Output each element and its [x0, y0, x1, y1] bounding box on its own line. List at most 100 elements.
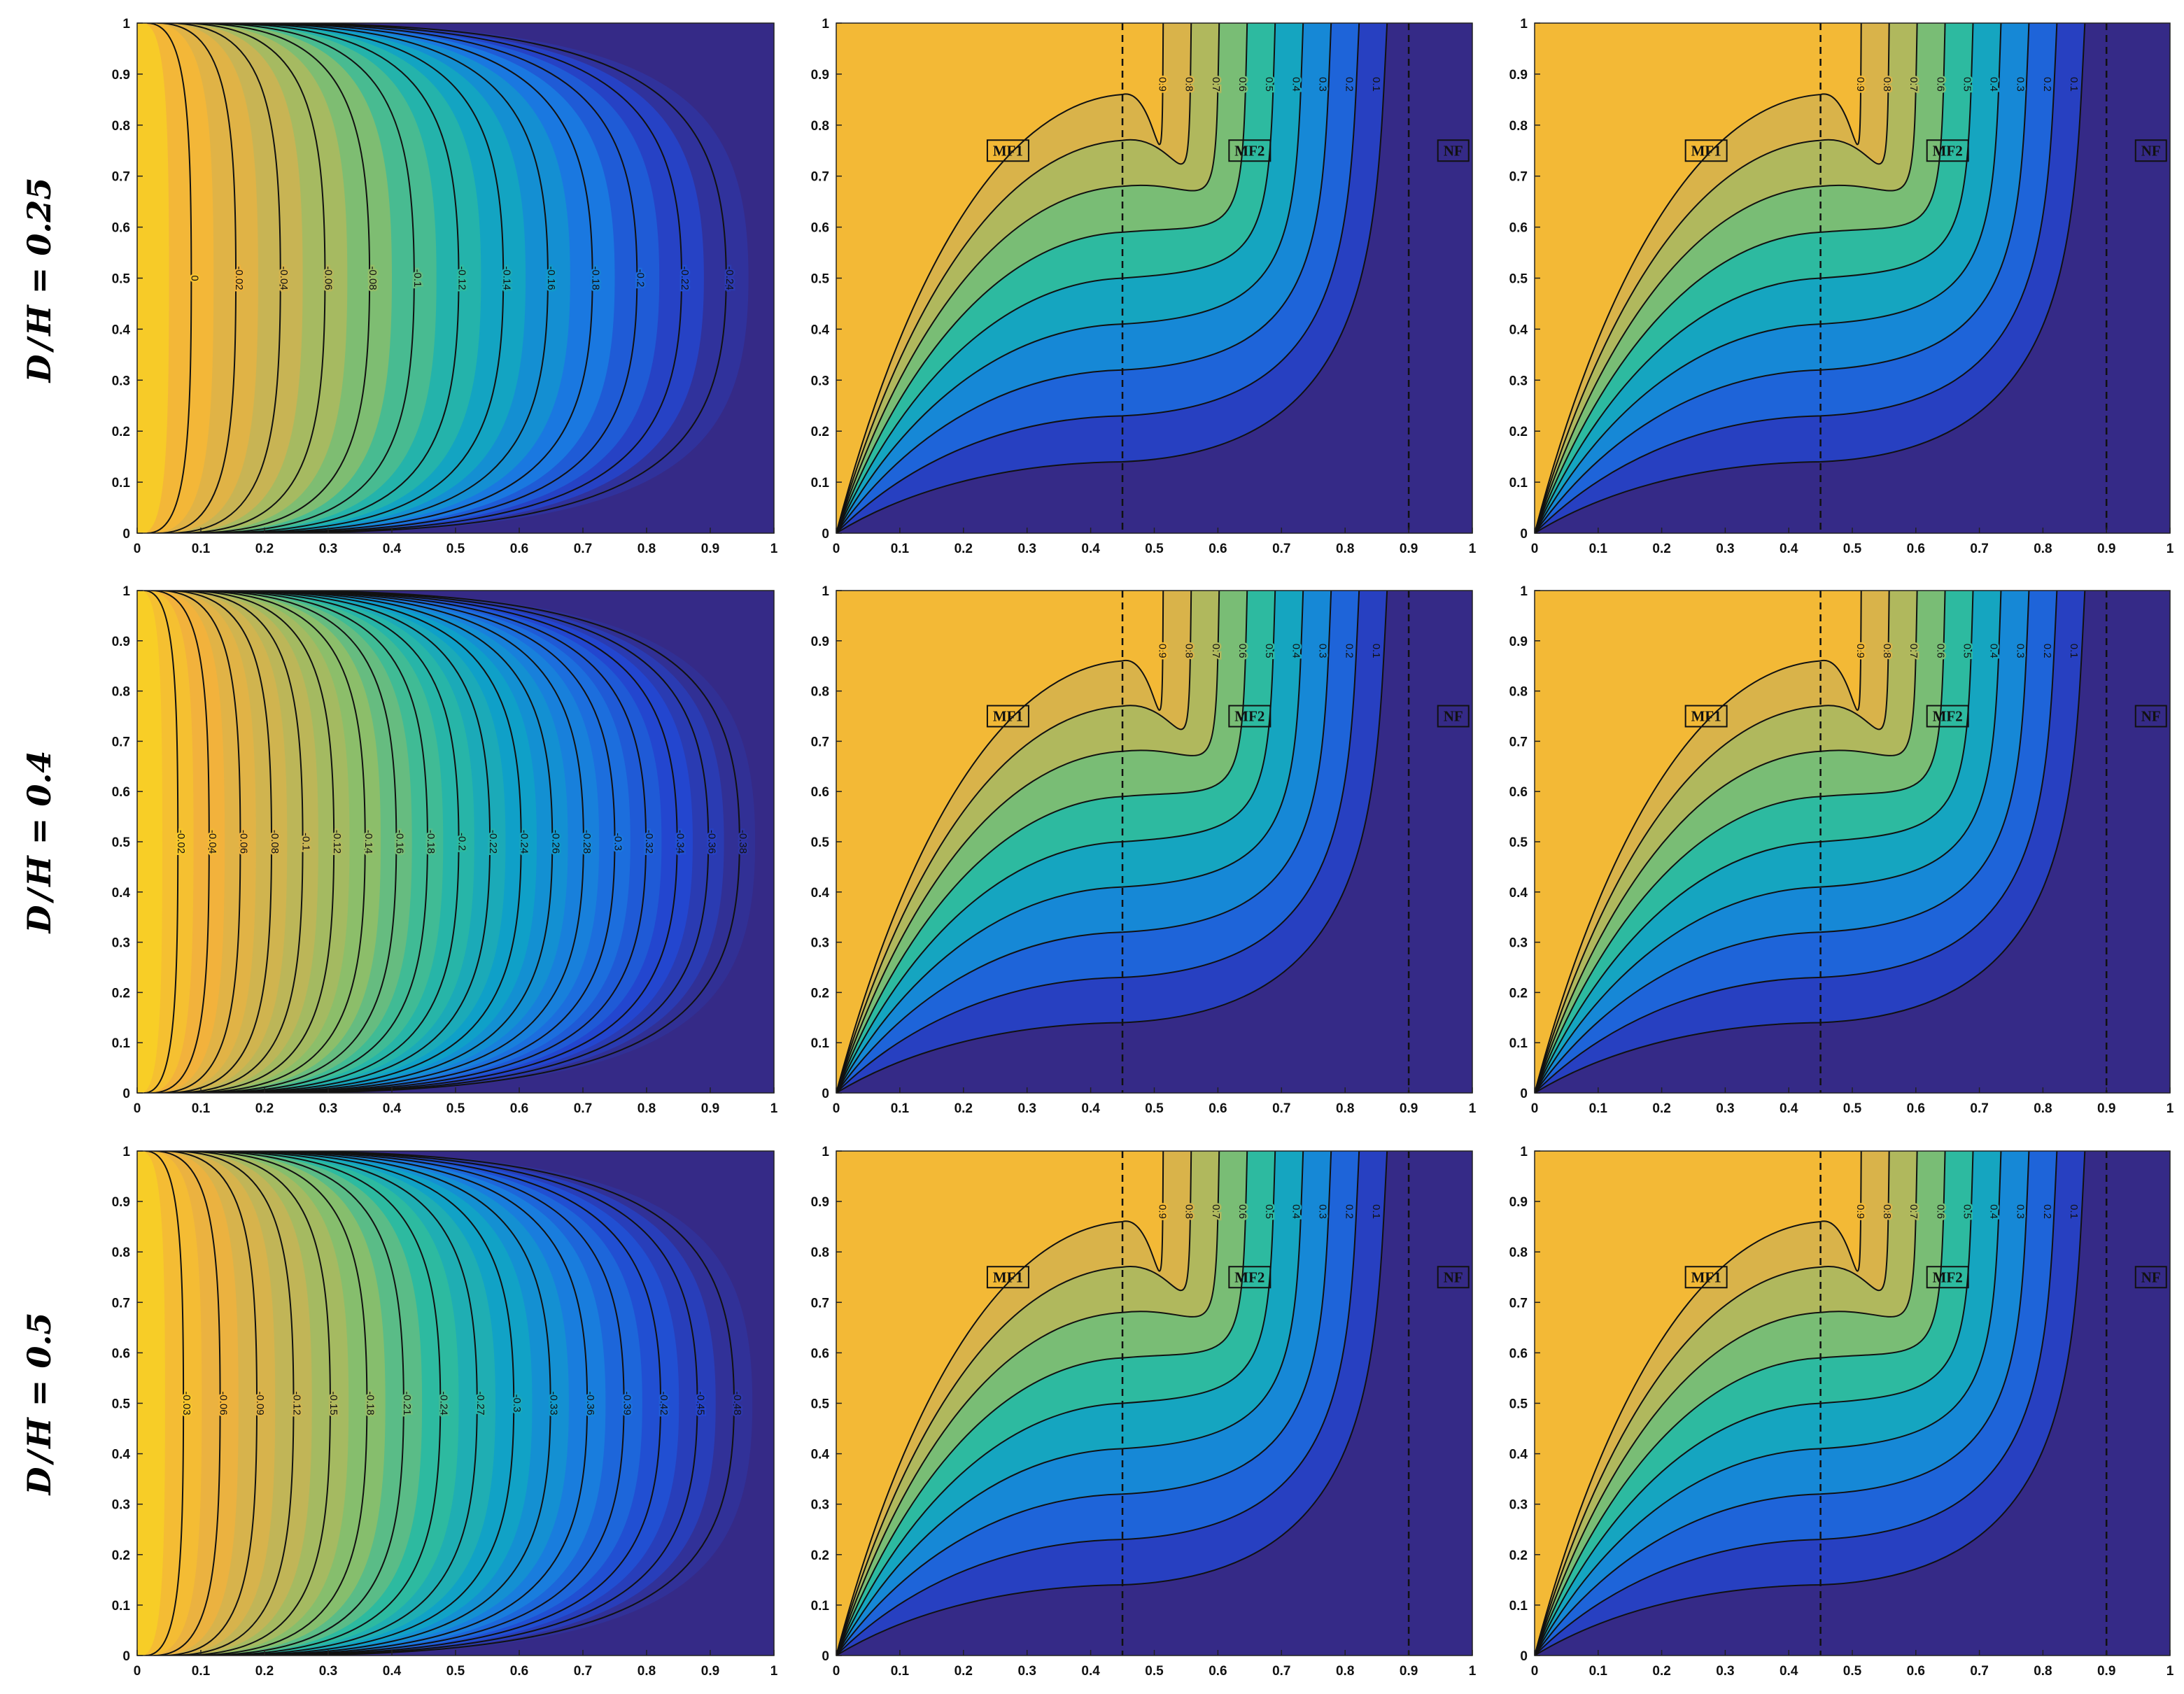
contour-line	[1535, 23, 2086, 533]
contour-line	[249, 591, 647, 1093]
contour-line	[170, 1151, 295, 1656]
y-tick-label: 0.1	[1509, 1036, 1528, 1051]
x-tick-label: 0.9	[1400, 1664, 1418, 1679]
y-tick-label: 0.9	[1509, 1195, 1528, 1210]
x-tick-label: 0	[134, 1664, 141, 1679]
contour-line	[247, 23, 638, 533]
panel-r3-c1: -0.03 -0.06 -0.09 -0.12 -0.15 -0.18 -0.21 -0.24…	[112, 1145, 778, 1679]
y-tick-label: 0.6	[112, 221, 130, 236]
contour-fill: -0.02 -0.04 -0.06 -0.08 -0.1 -0.12 -0.14 -0.16 -…	[137, 591, 774, 1093]
contour-line	[836, 591, 1388, 1093]
contour-line	[836, 23, 1332, 533]
contour-line	[211, 1151, 478, 1656]
zone-label-mf2: MF2	[1234, 708, 1264, 725]
contour-label: 0.4	[1290, 1204, 1302, 1219]
x-tick-label: 1	[1469, 1664, 1477, 1679]
x-tick-label: 0.1	[891, 542, 910, 556]
x-tick-label: 0.5	[1843, 1664, 1862, 1679]
contour-fill: 0.9 0.8 0.7 0.6 0.5 0.4 0.3 0.2 0.1 MF1 MF2 NF	[1535, 1151, 2170, 1656]
contour-label: 0.3	[2015, 77, 2027, 92]
contour-fill: -0.03 -0.06 -0.09 -0.12 -0.15 -0.18 -0.21 -0.24…	[137, 1151, 774, 1656]
contour-fill: 0 -0.02 -0.04 -0.06 -0.08 -0.1 -0.12 -0.14 -0.16…	[137, 23, 774, 533]
contour-label: -0.36	[584, 1391, 596, 1415]
x-tick-label: 0.7	[574, 1101, 592, 1116]
x-tick-label: 0.6	[1209, 1101, 1227, 1116]
y-tick-label: 0.5	[112, 1397, 131, 1412]
contour-line	[200, 591, 428, 1093]
zone-box	[1437, 139, 1470, 162]
contour-label: -0.34	[675, 830, 686, 854]
contour-line	[151, 591, 210, 1093]
contour-fill: 0.9 0.8 0.7 0.6 0.5 0.4 0.3 0.2 0.1 MF1 MF2 NF	[1535, 23, 2170, 533]
contour-line	[1535, 1151, 2030, 1656]
contour-label: 0.2	[1344, 1204, 1355, 1219]
y-tick-label: 0.7	[1509, 735, 1528, 749]
y-tick-label: 0.9	[112, 1195, 130, 1210]
y-tick-label: 0.8	[811, 685, 829, 700]
contour-label: -0.24	[519, 830, 530, 854]
contour-label: -0.28	[581, 830, 593, 854]
row-label-slash: /	[20, 886, 58, 903]
zone-box	[1228, 139, 1271, 162]
contour-line	[1535, 1151, 2086, 1656]
x-tick-label: 0.9	[2097, 1664, 2115, 1679]
panel-r2-c1: -0.02 -0.04 -0.06 -0.08 -0.1 -0.12 -0.14 -0.16 -…	[112, 584, 778, 1116]
contour-label: 0.6	[1934, 1204, 1946, 1219]
zone-label-mf1: MF1	[1691, 708, 1721, 725]
contour-line	[836, 591, 1192, 1093]
y-tick-label: 0.9	[811, 68, 829, 83]
contour-label: 0.6	[1934, 77, 1946, 92]
x-tick-label: 0.4	[1081, 1664, 1100, 1679]
contour-line	[836, 591, 1304, 1093]
contour-label: 0.5	[1961, 644, 1973, 658]
zone-box	[2134, 139, 2167, 162]
x-tick-label: 0.1	[1589, 542, 1608, 556]
zone-label-mf1: MF1	[1691, 1269, 1721, 1285]
contour-label: 0.1	[1370, 644, 1382, 658]
contour-label: -0.02	[175, 830, 187, 854]
y-tick-label: 0.5	[811, 1397, 830, 1412]
contour-line	[172, 591, 304, 1093]
y-tick-label: 0.6	[112, 785, 130, 800]
y-tick-label: 0.8	[112, 685, 130, 700]
x-tick-label: 0.7	[1272, 1664, 1290, 1679]
x-tick-label: 1	[1469, 1101, 1477, 1116]
x-tick-label: 0.2	[255, 1664, 274, 1679]
contour-line	[236, 1151, 589, 1656]
contour-fill: 0.9 0.8 0.7 0.6 0.5 0.4 0.3 0.2 0.1 MF1 MF2 NF	[1535, 591, 2170, 1093]
y-tick-label: 0.8	[1509, 685, 1528, 700]
y-tick-label: 0.7	[811, 735, 829, 749]
contour-label: -0.24	[437, 1391, 449, 1415]
contour-label: 0.5	[1961, 1204, 1973, 1219]
x-tick-label: 0.5	[1843, 1101, 1862, 1116]
x-tick-label: 0.2	[954, 1101, 973, 1116]
panels: 0 -0.02 -0.04 -0.06 -0.08 -0.1 -0.12 -0.14 -0.16…	[112, 17, 2174, 1679]
x-tick-label: 0	[833, 1664, 840, 1679]
y-tick-label: 0.7	[112, 1296, 130, 1311]
zone-label-mf2: MF2	[1933, 142, 1963, 159]
contour-line	[1535, 23, 1918, 533]
contour-line	[193, 591, 397, 1093]
contour-label: 0.1	[2068, 77, 2080, 92]
zone-box	[986, 705, 1029, 728]
y-tick-label: 1	[822, 1145, 829, 1159]
x-tick-label: 0.6	[1907, 1101, 1925, 1116]
contour-label: 0.1	[2068, 644, 2080, 658]
x-tick-label: 0	[1531, 1101, 1539, 1116]
contour-label: 0.4	[1988, 644, 2000, 658]
x-tick-label: 0.5	[1145, 542, 1164, 556]
y-tick-label: 0.4	[112, 1448, 131, 1462]
contour-label: 0.5	[1263, 1204, 1275, 1219]
contour-line	[145, 1151, 185, 1656]
contour-label: 0.9	[1156, 644, 1168, 658]
contour-label: 0.3	[2015, 1204, 2027, 1219]
y-tick-label: 0.1	[112, 476, 131, 490]
zone-label-nf: NF	[2141, 708, 2161, 725]
contour-line	[836, 591, 1332, 1093]
x-tick-label: 0.7	[1970, 1664, 1988, 1679]
x-tick-label: 0.7	[574, 1664, 592, 1679]
x-tick-label: 1	[2167, 542, 2174, 556]
zone-label-mf2: MF2	[1933, 708, 1963, 725]
contour-label: 0.3	[2015, 644, 2027, 658]
x-tick-label: 0.5	[1843, 542, 1862, 556]
